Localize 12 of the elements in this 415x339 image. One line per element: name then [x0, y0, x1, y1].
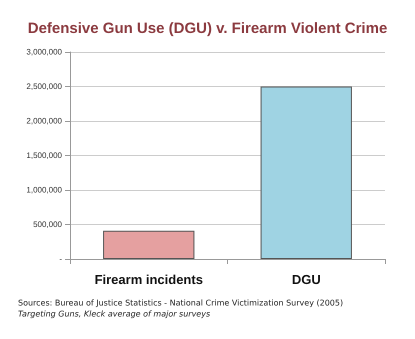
y-tick-label: 1,000,000 — [26, 186, 63, 194]
y-tick-label: 2,500,000 — [26, 82, 63, 91]
text: Targeting Guns, Kleck average of major surveys — [18, 310, 210, 318]
x-tick-label: Firearm incidents — [94, 272, 203, 287]
x-tick-label: DGU — [292, 272, 321, 287]
y-tick-label: 3,000,000 — [26, 48, 63, 56]
y-tick-label: - — [59, 254, 62, 264]
y-tick-label: 500,000 — [33, 220, 63, 229]
y-tick-label: 1,500,000 — [26, 151, 63, 160]
y-tick-label: 2,000,000 — [26, 116, 63, 126]
chart-title: Defensive Gun Use (DGU) v. Firearm Violent Crime — [28, 20, 388, 37]
source-note: Sources: Bureau of Justice Statistics - National Crime Victimization Survey (2005) — [18, 298, 344, 308]
